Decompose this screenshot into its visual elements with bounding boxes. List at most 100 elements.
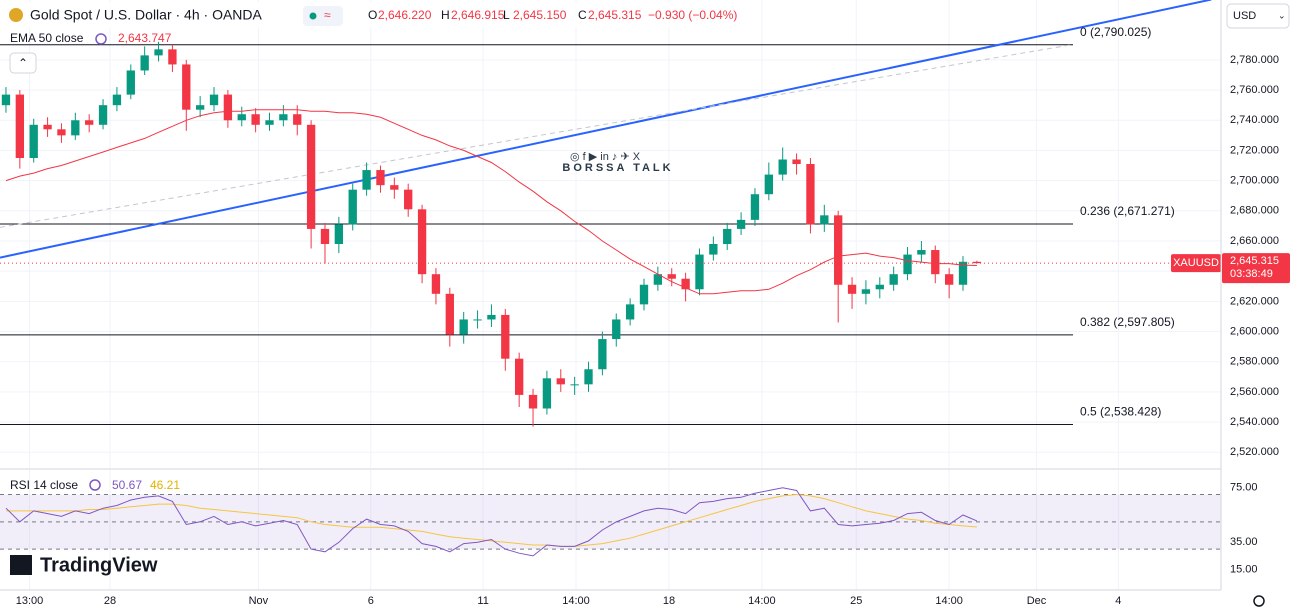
candle-body	[667, 274, 676, 279]
y-tick-label: 2,620.000	[1230, 295, 1279, 307]
candle-body	[334, 224, 344, 245]
candle-body	[917, 250, 926, 255]
fib-label: 0.5 (2,538.428)	[1080, 405, 1161, 419]
ema-line	[5, 109, 977, 295]
countdown: 03:38:49	[1230, 268, 1273, 280]
settings-icon[interactable]	[1253, 595, 1265, 607]
candle-body	[889, 274, 898, 285]
candle-body	[85, 120, 94, 125]
candle-body	[778, 159, 787, 175]
x-tick-label: 14:00	[748, 595, 776, 607]
candle-body	[695, 254, 704, 290]
candle-body	[903, 254, 912, 275]
candle-body	[958, 261, 968, 285]
price-tag	[1222, 253, 1290, 284]
candle-body	[972, 261, 982, 264]
status-icon: ≈	[324, 8, 331, 22]
y-tick-label: 2,560.000	[1230, 386, 1279, 398]
rsi-ma-value: 46.21	[150, 478, 180, 492]
candle-body	[612, 319, 621, 340]
symbol-tag	[1171, 254, 1221, 273]
candle-body	[348, 189, 357, 225]
candle-body	[820, 215, 829, 225]
ohlc-value: 2,645.315	[588, 8, 642, 22]
currency-caret: ⌄	[1278, 10, 1286, 20]
candle-body	[154, 49, 163, 56]
candle-body	[362, 170, 371, 190]
change: −0.930 (−0.04%)	[648, 8, 737, 22]
candle-body	[473, 319, 482, 321]
candle-body	[209, 94, 219, 106]
x-tick-label: 11	[477, 595, 488, 607]
candle-body	[931, 250, 940, 275]
rsi-line	[5, 487, 978, 557]
x-tick-label: 25	[850, 595, 862, 607]
symbol-tag-label: XAUUSD	[1173, 257, 1219, 269]
y-tick-label: 2,780.000	[1230, 54, 1279, 66]
ohlc-label: C	[578, 8, 587, 22]
candle-body	[237, 114, 246, 121]
rsi-legend: RSI 14 close	[10, 478, 78, 492]
ohlc-label: O	[368, 8, 377, 22]
ohlc-value: 2,646.220	[378, 8, 432, 22]
y-tick-label: 2,760.000	[1230, 84, 1279, 96]
ema-legend: EMA 50 close	[10, 31, 84, 45]
candle-body	[723, 228, 732, 245]
y-tick-label: 2,740.000	[1230, 114, 1279, 126]
watermark-icons: ◎ f ▶ in ♪ ✈ X	[570, 151, 641, 163]
candle-body	[112, 94, 122, 106]
status-badge	[303, 6, 343, 26]
ohlc-value: 2,646.915	[451, 8, 505, 22]
candle-body	[376, 170, 385, 186]
y-tick-label: 2,600.000	[1230, 325, 1279, 337]
rsi-ma-line	[6, 493, 977, 547]
y-tick-label: 2,680.000	[1230, 205, 1279, 217]
candle-body	[598, 339, 607, 370]
x-tick-label: 18	[663, 595, 675, 607]
candle-body	[182, 64, 191, 110]
candle-body	[29, 124, 38, 158]
candle-body	[681, 278, 690, 290]
rsi-tick-label: 35.00	[1230, 536, 1258, 548]
candle-body	[306, 124, 316, 229]
candle-body	[390, 185, 399, 190]
y-tick-label: 2,660.000	[1230, 235, 1279, 247]
candle-body	[140, 55, 149, 71]
candle-body	[556, 378, 565, 385]
candle-body	[223, 94, 233, 121]
currency-select[interactable]	[1226, 3, 1290, 29]
collapse-button[interactable]	[9, 52, 37, 74]
fib-label: 0.236 (2,671.271)	[1080, 204, 1175, 218]
rsi-icon	[89, 479, 101, 491]
x-tick-label: Dec	[1027, 595, 1047, 607]
overlay: 2,520.000 2,540.000 2,560.000 2,580.000 2,60…	[16, 25, 1290, 607]
candle-body	[944, 274, 954, 285]
logo: TradingView	[40, 554, 158, 576]
candle-body	[501, 314, 510, 359]
price-tag-label: 2,645.315	[1230, 255, 1279, 267]
y-tick-label: 2,720.000	[1230, 144, 1279, 156]
x-tick-label: 13:00	[16, 595, 44, 607]
y-tick-label: 2,540.000	[1230, 416, 1279, 428]
collapse-icon: ⌃	[18, 56, 28, 70]
candle-body	[57, 129, 66, 136]
y-tick-label: 2,700.000	[1230, 175, 1279, 187]
fib-label: 0.382 (2,597.805)	[1080, 315, 1175, 329]
candle-body	[584, 369, 593, 385]
x-tick-label: 4	[1115, 595, 1121, 607]
candle-body	[279, 114, 288, 121]
watermark: BORSSA TALK	[562, 162, 673, 174]
status-dot	[309, 12, 317, 20]
candle-body	[459, 319, 468, 335]
candle-body	[431, 274, 441, 294]
currency: USD	[1233, 10, 1256, 22]
ohlc-label: H	[441, 8, 450, 22]
logo-mark	[10, 555, 32, 575]
candle-body	[861, 289, 871, 294]
candle-body	[251, 114, 260, 125]
trendline	[0, 44, 1072, 228]
rsi-tick-label: 15.00	[1230, 563, 1258, 575]
candle-body	[417, 209, 427, 275]
candle-body	[834, 215, 843, 285]
candle-body	[293, 114, 302, 125]
